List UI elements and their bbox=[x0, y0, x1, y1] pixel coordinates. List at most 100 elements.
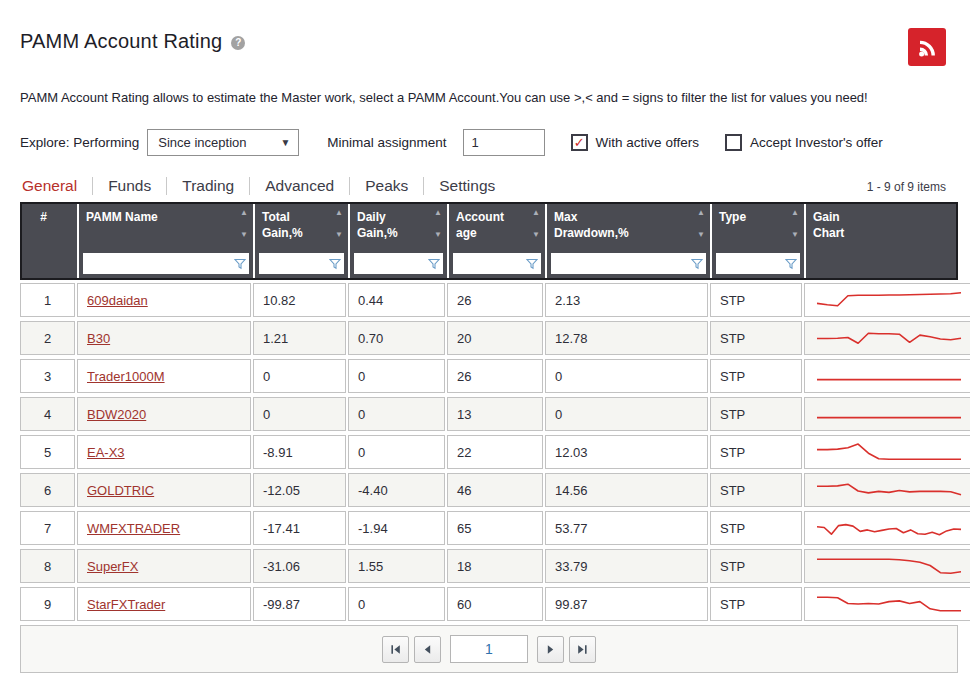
tab-advanced[interactable]: Advanced bbox=[263, 177, 336, 195]
gain-sparkline bbox=[814, 476, 964, 504]
filter-funnel-icon[interactable] bbox=[691, 258, 703, 270]
filter-input-account_age[interactable] bbox=[453, 253, 526, 274]
sort-ascending-icon[interactable]: ▲ bbox=[434, 209, 442, 217]
sort-ascending-icon[interactable]: ▲ bbox=[697, 209, 705, 217]
pamm-account-link[interactable]: StarFXTrader bbox=[87, 597, 165, 612]
cell-total_gain: 0 bbox=[253, 359, 346, 393]
sort-descending-icon[interactable]: ▼ bbox=[697, 231, 705, 239]
with-active-offers-checkbox[interactable]: ✓ bbox=[571, 134, 588, 151]
column-header-type[interactable]: Type▲ ▼ bbox=[712, 204, 804, 278]
sort-descending-icon[interactable]: ▼ bbox=[532, 231, 540, 239]
cell-name: WMFXTRADER bbox=[77, 511, 251, 545]
cell-type: STP bbox=[710, 435, 802, 469]
cell-account_age: 65 bbox=[447, 511, 543, 545]
table-row: 1609daidan10.820.44262.13STP bbox=[20, 283, 958, 317]
sort-descending-icon[interactable]: ▼ bbox=[434, 231, 442, 239]
filter-input-type[interactable] bbox=[716, 253, 785, 274]
cell-account_age: 22 bbox=[447, 435, 543, 469]
cell-index: 2 bbox=[20, 321, 75, 355]
pamm-table: #PAMM Name▲▼Total Gain,%▲▼Daily Gain,%▲▼… bbox=[20, 202, 958, 673]
pamm-account-link[interactable]: GOLDTRIC bbox=[87, 483, 154, 498]
sort-descending-icon[interactable]: ▼ bbox=[240, 231, 248, 239]
filter-funnel-icon[interactable] bbox=[428, 258, 440, 270]
filter-funnel-icon[interactable] bbox=[785, 258, 797, 270]
column-header-name[interactable]: PAMM Name▲▼ bbox=[79, 204, 253, 278]
sort-ascending-icon[interactable]: ▲ bbox=[791, 209, 799, 217]
sort-descending-icon[interactable]: ▼ bbox=[335, 231, 343, 239]
page-number-input[interactable] bbox=[450, 635, 528, 663]
tab-separator bbox=[166, 177, 167, 195]
column-header-gain_chart: Gain Chart bbox=[806, 204, 956, 278]
tabs: General Funds Trading Advanced Peaks Settings bbox=[20, 177, 497, 195]
sort-ascending-icon[interactable]: ▲ bbox=[532, 209, 540, 217]
cell-total_gain: 0 bbox=[253, 397, 346, 431]
column-filter bbox=[551, 253, 706, 274]
sort-ascending-icon[interactable]: ▲ bbox=[240, 209, 248, 217]
tab-settings[interactable]: Settings bbox=[437, 177, 497, 195]
column-header-daily_gain[interactable]: Daily Gain,%▲ ▼ bbox=[350, 204, 447, 278]
tab-funds[interactable]: Funds bbox=[106, 177, 153, 195]
cell-gain-chart bbox=[804, 473, 970, 507]
tab-trading[interactable]: Trading bbox=[180, 177, 236, 195]
tab-general[interactable]: General bbox=[20, 177, 79, 195]
column-label: Type bbox=[719, 209, 797, 225]
first-page-button[interactable] bbox=[382, 636, 409, 663]
tabs-row: General Funds Trading Advanced Peaks Settings… bbox=[20, 177, 946, 195]
cell-name: SuperFX bbox=[77, 549, 251, 583]
cell-max_drawdown: 99.87 bbox=[545, 587, 708, 621]
cell-daily_gain: 0 bbox=[348, 397, 445, 431]
cell-index: 5 bbox=[20, 435, 75, 469]
accept-investors-offer-label: Accept Investor's offer bbox=[750, 135, 883, 150]
pamm-account-link[interactable]: EA-X3 bbox=[87, 445, 125, 460]
pamm-account-link[interactable]: BDW2020 bbox=[87, 407, 146, 422]
table-row: 2B301.210.702012.78STP bbox=[20, 321, 958, 355]
accept-investors-offer-checkbox[interactable]: ✓ bbox=[725, 134, 742, 151]
last-page-button[interactable] bbox=[569, 636, 596, 663]
period-select[interactable]: Since inception ▼ bbox=[147, 129, 299, 156]
pamm-account-link[interactable]: Trader1000M bbox=[87, 369, 165, 384]
cell-index: 9 bbox=[20, 587, 75, 621]
cell-gain-chart bbox=[804, 587, 970, 621]
with-active-offers-label: With active offers bbox=[596, 135, 699, 150]
rss-icon[interactable] bbox=[908, 28, 946, 66]
cell-account_age: 18 bbox=[447, 549, 543, 583]
cell-type: STP bbox=[710, 359, 802, 393]
filter-funnel-icon[interactable] bbox=[526, 258, 538, 270]
with-active-offers-option[interactable]: ✓ With active offers bbox=[571, 134, 699, 151]
accept-investors-offer-option[interactable]: ✓ Accept Investor's offer bbox=[725, 134, 883, 151]
sort-ascending-icon[interactable]: ▲ bbox=[335, 209, 343, 217]
table-row: 7WMFXTRADER-17.41-1.946553.77STP bbox=[20, 511, 958, 545]
column-header-total_gain[interactable]: Total Gain,%▲▼ bbox=[255, 204, 348, 278]
cell-name: EA-X3 bbox=[77, 435, 251, 469]
cell-daily_gain: 0 bbox=[348, 435, 445, 469]
pamm-account-link[interactable]: SuperFX bbox=[87, 559, 138, 574]
filter-input-daily_gain[interactable] bbox=[354, 253, 428, 274]
column-label: Account age bbox=[456, 209, 538, 241]
pamm-account-link[interactable]: WMFXTRADER bbox=[87, 521, 180, 536]
next-page-button[interactable] bbox=[537, 636, 564, 663]
column-label: Daily Gain,% bbox=[357, 209, 440, 241]
table-row: 5EA-X3-8.9102212.03STP bbox=[20, 435, 958, 469]
pamm-account-link[interactable]: B30 bbox=[87, 331, 110, 346]
column-header-max_drawdown[interactable]: Max Drawdown,%▲▼ bbox=[547, 204, 710, 278]
sort-descending-icon[interactable]: ▼ bbox=[791, 231, 799, 239]
tab-peaks[interactable]: Peaks bbox=[363, 177, 410, 195]
column-header-index: # bbox=[22, 204, 77, 278]
filter-bar: Explore: Performing Since inception ▼ Mi… bbox=[20, 129, 946, 156]
period-select-value: Since inception bbox=[158, 135, 246, 150]
gain-sparkline bbox=[814, 590, 964, 618]
filter-funnel-icon[interactable] bbox=[329, 258, 341, 270]
column-header-account_age[interactable]: Account age▲ ▼ bbox=[449, 204, 545, 278]
filter-input-max_drawdown[interactable] bbox=[551, 253, 691, 274]
previous-page-button[interactable] bbox=[414, 636, 441, 663]
minimal-assignment-input[interactable] bbox=[463, 129, 545, 156]
filter-input-name[interactable] bbox=[83, 253, 234, 274]
filter-funnel-icon[interactable] bbox=[234, 258, 246, 270]
page-header: PAMM Account Rating ? bbox=[20, 28, 946, 66]
pamm-account-link[interactable]: 609daidan bbox=[87, 293, 148, 308]
items-count: 1 - 9 of 9 items bbox=[867, 180, 946, 195]
filter-input-total_gain[interactable] bbox=[259, 253, 329, 274]
help-icon[interactable]: ? bbox=[231, 36, 245, 50]
table-row: 3Trader1000M00260STP bbox=[20, 359, 958, 393]
cell-max_drawdown: 33.79 bbox=[545, 549, 708, 583]
